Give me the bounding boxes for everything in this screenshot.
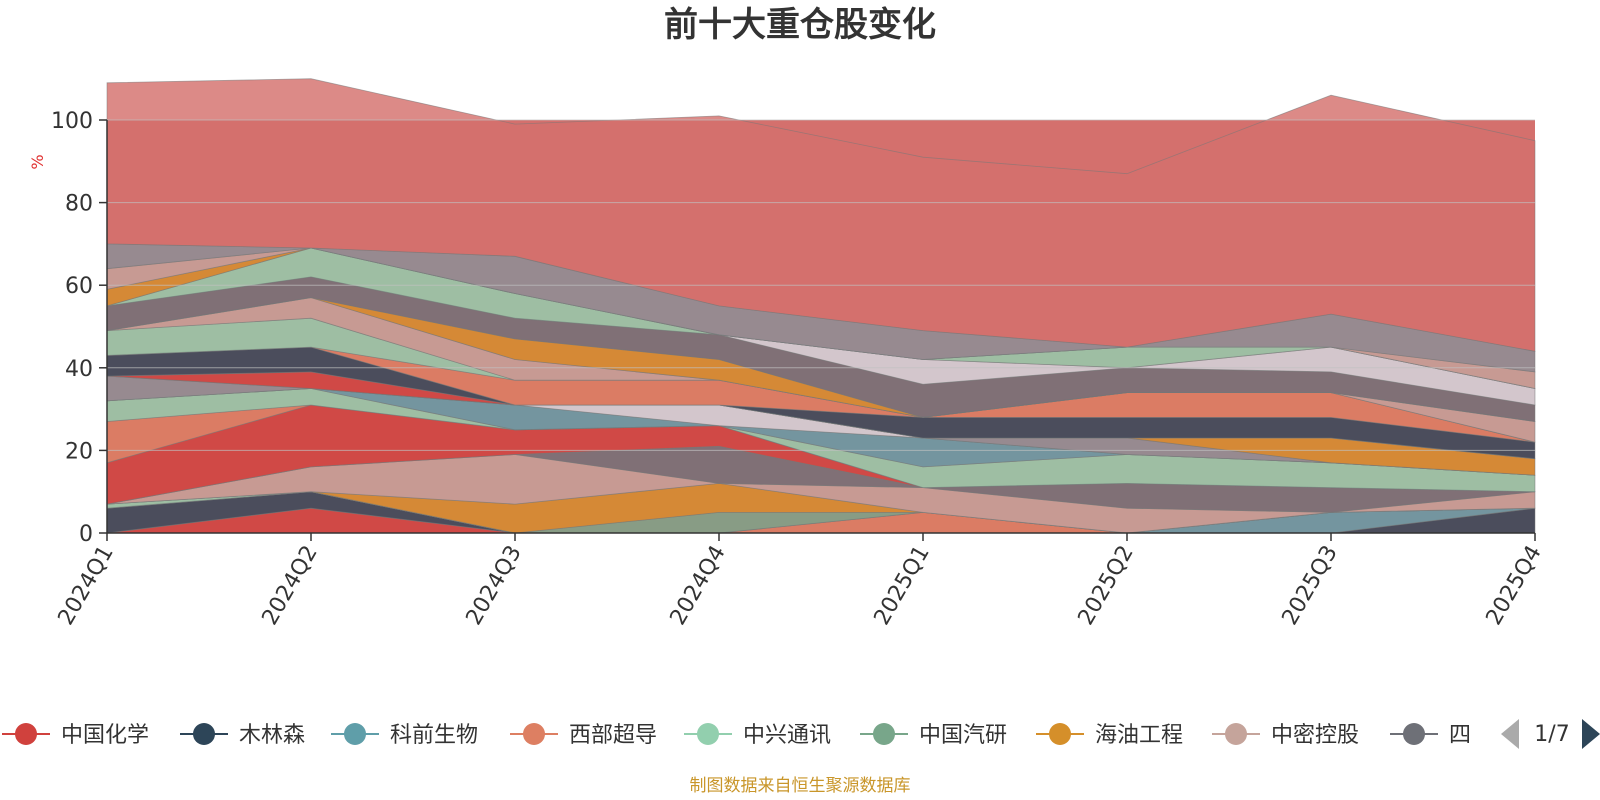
legend-item-中国汽研[interactable]: 中国汽研: [860, 723, 1007, 748]
legend: 中国化学 木林森 科前生物 西部超导 中兴通讯 中国汽研 海油工程 中密控股 四 1/7: [2, 710, 1600, 760]
legend-marker: [193, 723, 215, 745]
legend-label: 四: [1449, 723, 1471, 748]
y-tick-label: 60: [65, 274, 93, 299]
y-axis-unit: %: [28, 154, 47, 169]
y-tick-label: 100: [51, 109, 93, 134]
legend-marker: [15, 723, 37, 745]
x-tick-label: 2025Q2: [1074, 541, 1139, 629]
legend-marker: [1049, 723, 1071, 745]
legend-item-四[interactable]: 四: [1390, 723, 1471, 748]
legend-label: 中兴通讯: [743, 723, 831, 748]
legend-label: 中国汽研: [919, 723, 1007, 748]
legend-label: 科前生物: [390, 723, 478, 748]
x-tick-label: 2024Q4: [666, 541, 731, 629]
legend-marker: [523, 723, 545, 745]
y-tick-label: 80: [65, 192, 93, 217]
x-tick-label: 2024Q2: [258, 541, 323, 629]
legend-label: 木林森: [239, 723, 305, 748]
legend-marker: [344, 723, 366, 745]
legend-label: 中密控股: [1271, 723, 1359, 748]
x-tick-label: 2025Q3: [1278, 541, 1343, 629]
legend-item-西部超导[interactable]: 西部超导: [510, 723, 657, 748]
source-note: 制图数据来自恒生聚源数据库: [690, 776, 911, 796]
legend-item-木林森[interactable]: 木林森: [180, 723, 305, 748]
legend-next-icon[interactable]: [1582, 719, 1600, 749]
y-tick-label: 0: [79, 522, 93, 547]
legend-item-中国化学[interactable]: 中国化学: [2, 723, 149, 748]
x-tick-label: 2024Q3: [462, 541, 527, 629]
legend-pager-bg: [1482, 710, 1600, 760]
plot-area: [106, 78, 1536, 534]
legend-prev-icon[interactable]: [1501, 719, 1519, 749]
y-tick-label: 20: [65, 439, 93, 464]
legend-page-indicator: 1/7: [1534, 722, 1569, 747]
legend-marker: [1403, 723, 1425, 745]
legend-marker: [697, 723, 719, 745]
y-tick-label: 40: [65, 357, 93, 382]
legend-item-海油工程[interactable]: 海油工程: [1036, 723, 1183, 748]
area-其他: [106, 78, 1536, 352]
legend-item-中兴通讯[interactable]: 中兴通讯: [684, 723, 831, 748]
legend-item-科前生物[interactable]: 科前生物: [331, 723, 478, 748]
legend-marker: [1225, 723, 1247, 745]
legend-item-中密控股[interactable]: 中密控股: [1212, 723, 1359, 748]
legend-marker: [873, 723, 895, 745]
x-tick-label: 2025Q1: [870, 541, 935, 629]
chart-title: 前十大重仓股变化: [664, 5, 936, 45]
x-tick-label: 2024Q1: [54, 541, 119, 629]
legend-label: 海油工程: [1095, 723, 1183, 748]
legend-label: 中国化学: [61, 723, 149, 748]
x-tick-label: 2025Q4: [1482, 541, 1547, 629]
legend-label: 西部超导: [569, 723, 657, 748]
